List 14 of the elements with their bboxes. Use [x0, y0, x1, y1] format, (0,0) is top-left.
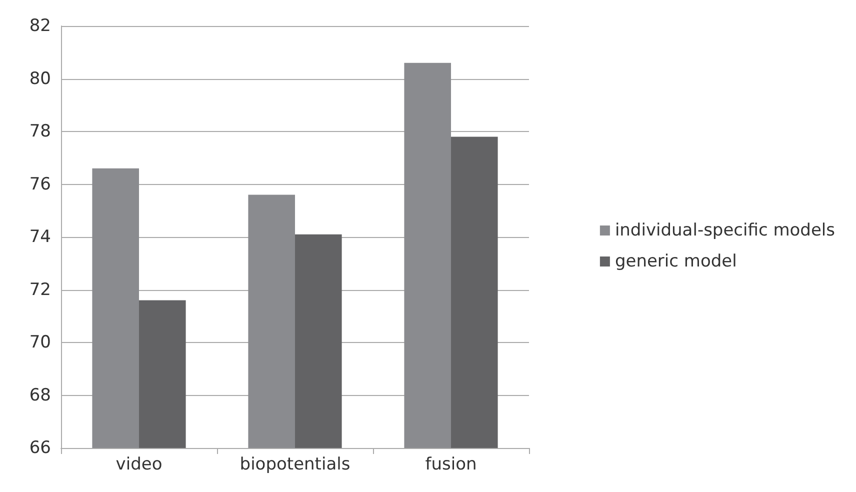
legend-label: generic model — [614, 252, 737, 272]
y-tick-label: 82 — [29, 16, 51, 36]
x-tick-label: fusion — [425, 454, 477, 474]
y-tick-label: 66 — [29, 438, 51, 458]
x-tick-label: biopotentials — [240, 454, 350, 474]
y-tick-label: 68 — [29, 385, 51, 406]
y-tick-label: 76 — [29, 174, 51, 194]
y-tick-label: 72 — [29, 280, 51, 300]
y-tick-label: 78 — [29, 122, 51, 142]
y-tick-label: 74 — [29, 227, 51, 247]
y-tick-label: 70 — [29, 332, 51, 352]
x-tick-label: video — [116, 454, 162, 474]
legend-label: individual-specific models — [614, 220, 836, 240]
y-tick-label: 80 — [29, 68, 51, 89]
